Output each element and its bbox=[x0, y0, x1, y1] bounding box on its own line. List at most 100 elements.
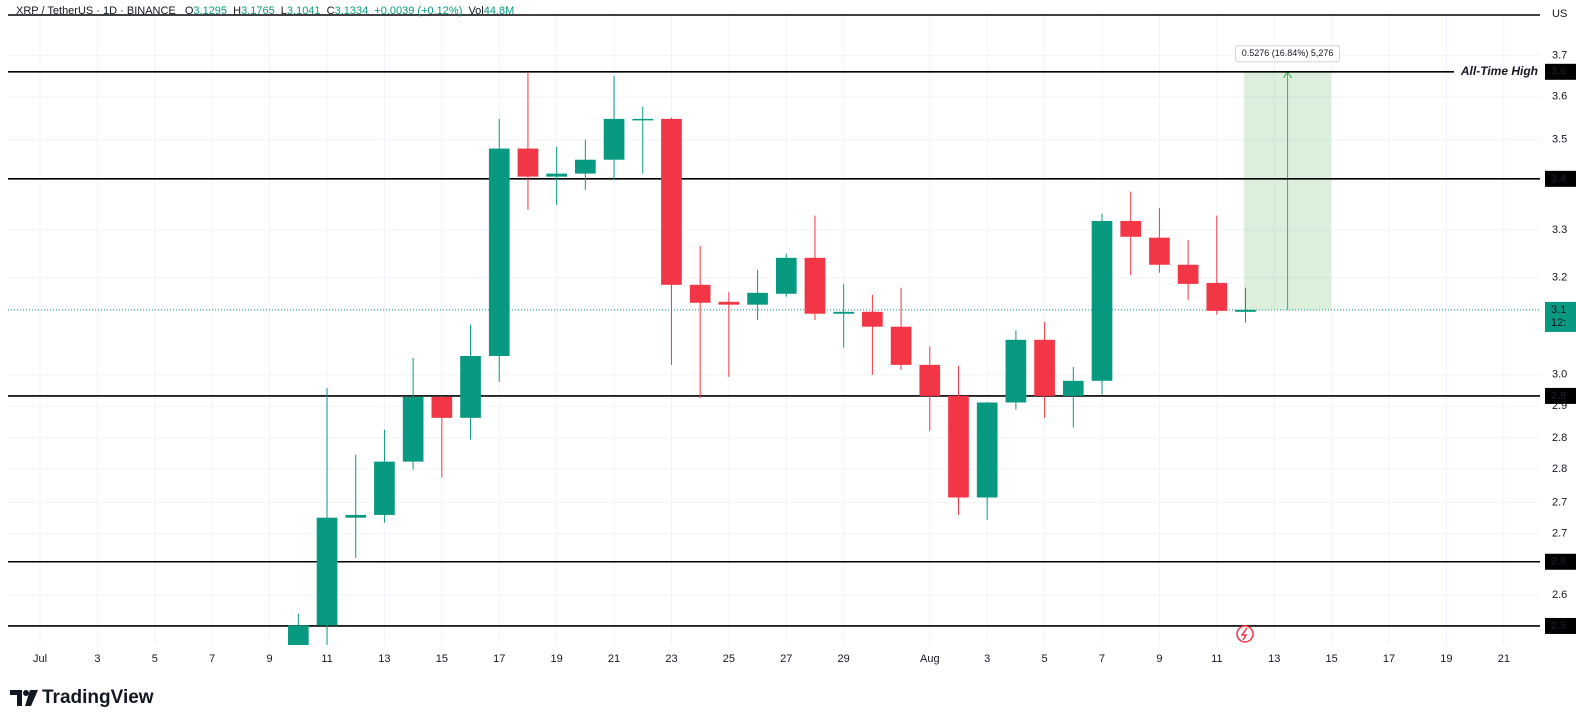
x-tick-label: 21 bbox=[608, 653, 620, 665]
candle-body bbox=[287, 625, 309, 645]
currency: US bbox=[1552, 8, 1567, 20]
x-tick-label: 9 bbox=[1156, 653, 1162, 665]
candle-body bbox=[948, 395, 969, 498]
x-tick-label: 21 bbox=[1498, 653, 1510, 665]
level-label-box bbox=[1545, 553, 1576, 570]
x-tick-label: 5 bbox=[152, 653, 158, 665]
x-tick-label: 23 bbox=[665, 653, 677, 665]
candle-body bbox=[517, 148, 539, 177]
change: +0.0039 (+0.12%) bbox=[374, 5, 462, 17]
candle-body bbox=[632, 118, 654, 121]
candle-body bbox=[402, 396, 424, 462]
candle-body bbox=[1177, 264, 1199, 284]
candle-body bbox=[718, 301, 740, 305]
ohlc-value: 3.1295 bbox=[193, 5, 227, 17]
alert-icon bbox=[1236, 625, 1254, 643]
candle-body bbox=[1005, 339, 1027, 403]
candle-body bbox=[1034, 339, 1055, 396]
x-tick-label: Aug bbox=[920, 653, 940, 665]
brand: TradingView bbox=[42, 687, 154, 708]
ohlc-key: L bbox=[281, 5, 287, 17]
candle-body bbox=[919, 364, 941, 396]
header: XRP / TetherUS · 1D · BINANCE O3.1295 H3… bbox=[16, 5, 514, 17]
candle-body bbox=[976, 402, 998, 498]
level-label-box bbox=[1545, 617, 1576, 634]
candle-body bbox=[1235, 309, 1256, 312]
x-tick-label: 19 bbox=[551, 653, 563, 665]
candle-body bbox=[747, 292, 768, 305]
candle-body bbox=[603, 118, 625, 160]
x-tick-label: 3 bbox=[94, 653, 100, 665]
candle-body bbox=[689, 284, 711, 303]
ohlc-key: H bbox=[233, 5, 241, 17]
measure-label-box bbox=[1235, 45, 1341, 63]
candle-body bbox=[575, 159, 596, 174]
candle-body bbox=[1149, 237, 1170, 265]
plot-area bbox=[8, 70, 1540, 645]
candle-body bbox=[1120, 220, 1142, 237]
candle-body bbox=[1091, 220, 1113, 381]
x-tick-label: 7 bbox=[1099, 653, 1105, 665]
x-tick-label: 5 bbox=[1042, 653, 1048, 665]
x-tick-label: 7 bbox=[209, 653, 215, 665]
ohlc-key: O bbox=[185, 5, 194, 17]
candle-body bbox=[488, 148, 510, 356]
level-label: 2.5 bbox=[1551, 620, 1566, 632]
y-tick-label: 2.7 bbox=[1552, 528, 1567, 540]
x-tick-label: 13 bbox=[378, 653, 390, 665]
price-label: 3.1 bbox=[1551, 304, 1566, 316]
y-tick-label: 3.3 bbox=[1552, 224, 1567, 236]
level-label-box bbox=[1545, 387, 1576, 404]
symbol: XRP / TetherUS · 1D · BINANCE bbox=[16, 5, 176, 17]
y-tick-label: 3.0 bbox=[1552, 369, 1567, 381]
annotation-bg bbox=[1454, 63, 1540, 80]
volume-key: Vol bbox=[468, 5, 483, 17]
ohlc-key: C bbox=[327, 5, 335, 17]
x-tick-label: 17 bbox=[1383, 653, 1395, 665]
candle-body bbox=[316, 517, 338, 626]
y-tick-label: 2.8 bbox=[1552, 463, 1567, 475]
candle-body bbox=[546, 173, 567, 177]
candle-body bbox=[661, 118, 682, 285]
x-tick-label: 25 bbox=[723, 653, 735, 665]
candle-body bbox=[345, 514, 367, 518]
level-label: 2.9 bbox=[1551, 390, 1566, 402]
annotation: All-Time High bbox=[1460, 64, 1538, 78]
ohlc-value: 3.1334 bbox=[335, 5, 369, 17]
x-tick-label: 29 bbox=[838, 653, 850, 665]
x-tick-label: 17 bbox=[493, 653, 505, 665]
x-tick-label: 19 bbox=[1440, 653, 1452, 665]
level-label: 2.6 bbox=[1551, 556, 1566, 568]
candle-body bbox=[1206, 282, 1228, 311]
price-label-box bbox=[1545, 301, 1576, 332]
x-tick-label: Jul bbox=[33, 653, 47, 665]
y-tick-label: 2.8 bbox=[1552, 432, 1567, 444]
x-tick-label: 11 bbox=[321, 653, 332, 665]
level-label-box bbox=[1545, 63, 1576, 80]
candle-body bbox=[862, 311, 883, 327]
candle-body bbox=[374, 461, 395, 515]
y-tick-label: 3.5 bbox=[1552, 134, 1567, 146]
ohlc-value: 3.1765 bbox=[241, 5, 275, 17]
y-tick-label: 2.6 bbox=[1552, 589, 1567, 601]
x-tick-label: 11 bbox=[1211, 653, 1222, 665]
candle-body bbox=[833, 311, 855, 314]
candle-body bbox=[431, 396, 453, 418]
x-tick-label: 15 bbox=[436, 653, 448, 665]
x-tick-label: 9 bbox=[267, 653, 273, 665]
volume-value: 44.8M bbox=[484, 5, 515, 17]
candle-body bbox=[460, 355, 481, 418]
level-label-box bbox=[1545, 170, 1576, 187]
y-tick-label: 3.6 bbox=[1552, 91, 1567, 103]
y-tick-label: 3.7 bbox=[1552, 50, 1567, 62]
measure-label: 0.5276 (16.84%) 5,276 bbox=[1242, 48, 1334, 58]
candle-body bbox=[890, 326, 912, 365]
x-tick-label: 3 bbox=[984, 653, 990, 665]
x-tick-label: 13 bbox=[1268, 653, 1280, 665]
y-tick-label: 2.7 bbox=[1552, 496, 1567, 508]
brand-logo bbox=[10, 690, 38, 706]
candle-body bbox=[1062, 380, 1084, 396]
level-label: 3.4 bbox=[1551, 173, 1567, 185]
level-label: 3.6 bbox=[1551, 66, 1566, 78]
